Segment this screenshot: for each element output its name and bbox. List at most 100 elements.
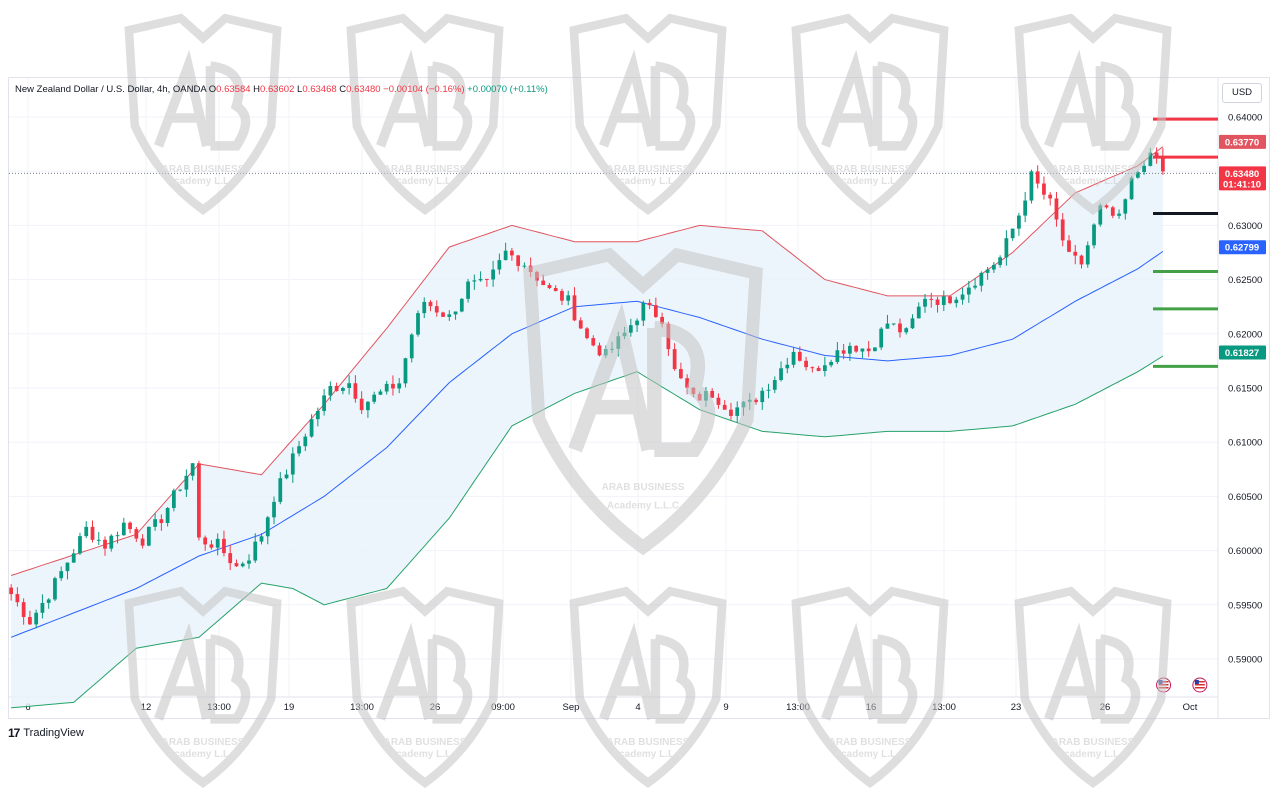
candle-body (359, 398, 364, 411)
x-tick-label: Oct (1183, 702, 1198, 713)
y-tick-label: 0.59000 (1228, 655, 1262, 666)
badge-last-price-timer: 01:41:10 (1223, 179, 1261, 190)
candle-body (1098, 205, 1103, 225)
candle-body (960, 294, 965, 300)
candle-body (810, 367, 815, 369)
candle-body (403, 358, 408, 384)
candle-body (566, 295, 571, 301)
candle-body (985, 269, 990, 273)
candle-body (747, 399, 752, 402)
candle-body (628, 325, 633, 333)
candle-body (998, 257, 1003, 265)
candle-body (247, 560, 251, 564)
tradingview-logo[interactable]: 17 TradingView (8, 726, 84, 740)
candle-body (941, 296, 946, 305)
x-tick-label: 09:00 (491, 702, 515, 713)
x-tick-label: 26 (1100, 702, 1111, 713)
candle-body (115, 535, 120, 537)
candle-body (184, 475, 189, 490)
currency-button[interactable]: USD (1222, 83, 1262, 103)
candle-body (1023, 200, 1028, 216)
candle-body (15, 594, 20, 603)
candle-body (253, 541, 258, 561)
candle-body (916, 306, 921, 319)
candle-body (422, 301, 427, 314)
candle-body (672, 349, 677, 370)
candle-body (979, 272, 984, 286)
ohlc-close-label: C (339, 84, 347, 95)
candle-body (898, 323, 902, 333)
bollinger-upper-line (10, 146, 1164, 576)
candle-body (904, 328, 909, 333)
candle-body (366, 401, 370, 411)
candle-body (96, 539, 101, 541)
x-tick-label: 6 (25, 702, 30, 713)
candle-body (309, 419, 314, 437)
candle-body (891, 323, 896, 325)
candle-body (966, 287, 971, 295)
ohlc-change: −0.00104 (−0.16%) (383, 84, 465, 95)
candle-body (791, 351, 796, 365)
y-tick-label: 0.60000 (1228, 546, 1262, 557)
candle-body (146, 526, 151, 546)
candle-body (729, 409, 733, 416)
candle-body (935, 299, 940, 305)
candle-body (259, 536, 264, 542)
y-tick-label: 0.62500 (1228, 275, 1262, 286)
candle-body (603, 349, 608, 356)
candle-body (441, 312, 445, 317)
symbol-title[interactable]: New Zealand Dollar / U.S. Dollar, 4h, OA… (15, 84, 207, 95)
candle-body (848, 345, 852, 354)
candle-body (84, 526, 89, 537)
candle-body (866, 348, 871, 352)
candle-body (9, 587, 14, 595)
candle-body (203, 537, 208, 545)
candle-body (103, 539, 107, 549)
badge-upper-band-value: 0.63770 (1225, 137, 1259, 148)
candle-body (1035, 171, 1040, 184)
candle-body (1048, 194, 1053, 199)
candle-body (40, 602, 45, 613)
candle-body (804, 360, 808, 368)
candle-body (459, 298, 464, 312)
candle-body (660, 316, 664, 324)
bollinger-band-fill (11, 146, 1163, 708)
candle-body (954, 299, 959, 304)
candle-body (1110, 207, 1115, 216)
candle-body (735, 407, 740, 416)
candle-body (1160, 156, 1165, 172)
candle-body (197, 463, 201, 538)
candle-body (854, 345, 859, 352)
candle-body (973, 285, 977, 288)
candle-body (910, 318, 915, 329)
candle-body (178, 489, 183, 491)
x-tick-label: 13:00 (932, 702, 956, 713)
candle-body (153, 519, 157, 527)
badge-lower-band (1219, 345, 1266, 360)
candle-body (65, 562, 70, 572)
event-icon-1 (1156, 677, 1172, 693)
candle-body (1073, 251, 1078, 256)
candle-body (679, 369, 683, 379)
candle-body (653, 305, 658, 317)
x-tick-label: 13:00 (786, 702, 810, 713)
candle-body (272, 501, 276, 518)
badge-upper-band (1219, 134, 1266, 149)
y-tick-label: 0.59500 (1228, 600, 1262, 611)
candle-body (416, 313, 420, 335)
ohlc-high-label: H (253, 84, 261, 95)
x-tick-label: Sep (563, 702, 580, 713)
candle-body (209, 544, 214, 548)
candle-body (341, 387, 345, 391)
x-tick-label: 12 (141, 702, 152, 713)
candle-body (28, 617, 32, 625)
candle-body (1117, 213, 1121, 216)
candle-body (121, 522, 126, 536)
extra-change: +0.00070 (+0.11%) (467, 84, 548, 95)
candle-body (466, 281, 470, 299)
candle-body (34, 612, 39, 625)
candle-body (873, 347, 877, 352)
candle-body (929, 298, 934, 300)
candle-body (434, 306, 439, 313)
